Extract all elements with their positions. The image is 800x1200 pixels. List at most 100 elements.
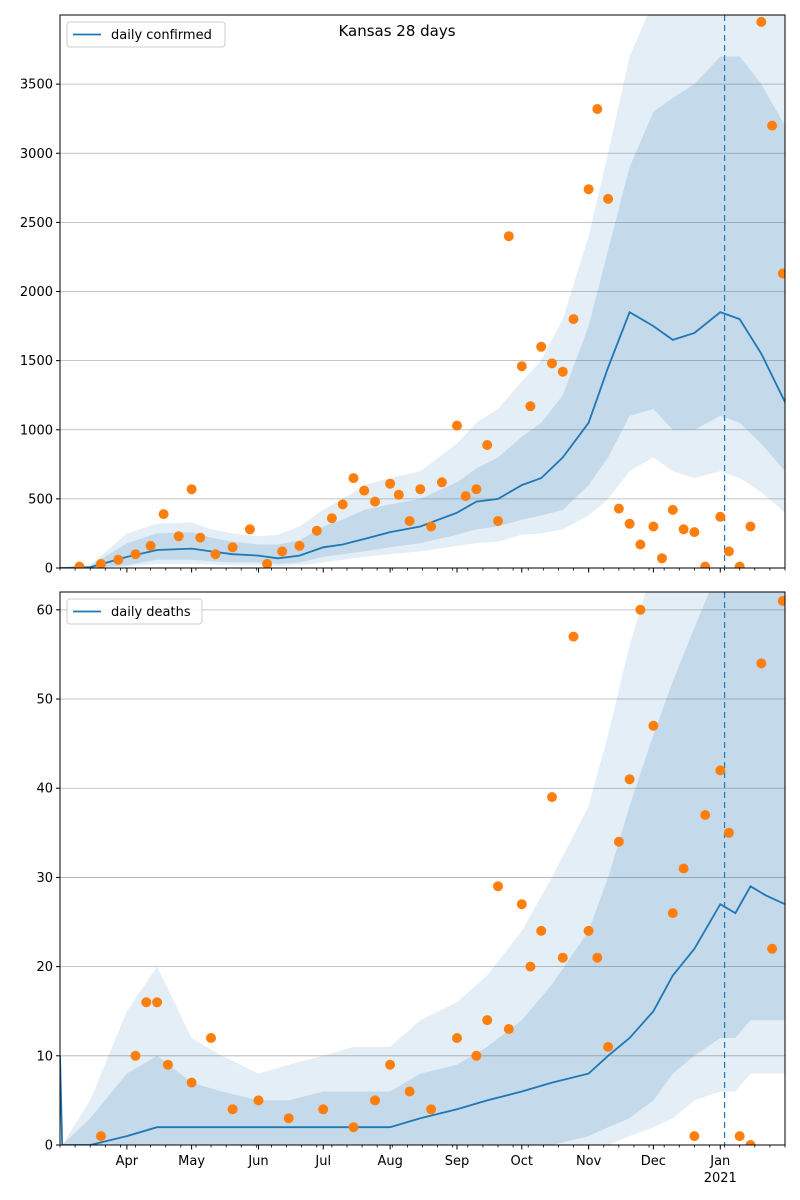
data-point bbox=[525, 961, 536, 972]
x-tick-label: Dec bbox=[641, 1154, 666, 1169]
data-point bbox=[700, 561, 711, 568]
data-point bbox=[568, 314, 579, 325]
uncertainty-band bbox=[60, 15, 785, 568]
data-point bbox=[525, 401, 536, 412]
data-point bbox=[370, 496, 380, 507]
x-tick-label: Apr bbox=[116, 1154, 139, 1169]
data-point bbox=[767, 120, 778, 131]
x-year-label: 2021 bbox=[704, 1171, 737, 1186]
data-point bbox=[311, 525, 322, 536]
data-point bbox=[557, 952, 568, 963]
y-tick-label: 1500 bbox=[20, 354, 53, 369]
data-point bbox=[130, 549, 141, 560]
data-point bbox=[173, 531, 184, 542]
data-point bbox=[592, 104, 603, 114]
data-point bbox=[152, 997, 163, 1008]
data-point bbox=[294, 540, 305, 551]
data-point bbox=[393, 489, 404, 500]
data-point bbox=[158, 509, 169, 520]
data-point bbox=[700, 810, 711, 820]
data-point bbox=[452, 420, 462, 431]
data-point bbox=[482, 1015, 493, 1026]
data-point bbox=[547, 358, 557, 369]
data-point bbox=[415, 484, 426, 495]
data-point bbox=[503, 231, 514, 242]
data-point bbox=[74, 561, 85, 568]
y-tick-label: 50 bbox=[36, 693, 53, 708]
x-tick-label: Aug bbox=[377, 1154, 402, 1169]
data-point bbox=[404, 1086, 415, 1097]
data-point bbox=[678, 524, 689, 535]
data-point bbox=[186, 1077, 197, 1088]
y-tick-label: 60 bbox=[36, 603, 53, 618]
data-point bbox=[745, 1140, 756, 1145]
data-point bbox=[186, 484, 197, 495]
series-line bbox=[60, 310, 785, 568]
uncertainty-band bbox=[60, 56, 785, 568]
data-point bbox=[777, 268, 785, 279]
data-point bbox=[370, 1095, 380, 1106]
uncertainty-band bbox=[60, 592, 785, 1145]
data-point bbox=[583, 184, 594, 195]
data-point bbox=[592, 952, 603, 963]
plot-area bbox=[60, 15, 785, 568]
data-point bbox=[516, 361, 527, 372]
data-point bbox=[113, 554, 124, 565]
data-point bbox=[657, 553, 667, 564]
data-point bbox=[624, 518, 635, 529]
data-point bbox=[648, 521, 659, 532]
data-point bbox=[536, 341, 547, 352]
data-point bbox=[516, 899, 527, 910]
chart-title: Kansas 28 days bbox=[338, 22, 455, 40]
data-point bbox=[613, 836, 624, 847]
y-tick-label: 0 bbox=[45, 1139, 53, 1154]
y-tick-label: 0 bbox=[45, 562, 53, 577]
data-point bbox=[318, 1104, 329, 1115]
uncertainty-band bbox=[60, 592, 785, 1145]
data-point bbox=[734, 1131, 745, 1142]
data-point bbox=[536, 925, 547, 936]
data-point bbox=[689, 527, 700, 538]
series-line bbox=[60, 885, 785, 1145]
legend-box bbox=[66, 598, 203, 625]
data-point bbox=[348, 473, 359, 484]
data-point bbox=[348, 1122, 359, 1133]
plot-area bbox=[60, 592, 785, 1145]
x-tick-label: Jul bbox=[314, 1154, 331, 1169]
data-point bbox=[253, 1095, 264, 1106]
data-point bbox=[227, 542, 238, 553]
data-point bbox=[96, 1131, 106, 1142]
data-point bbox=[745, 521, 756, 532]
legend-label: daily deaths bbox=[111, 605, 191, 620]
data-point bbox=[426, 1104, 437, 1115]
data-point bbox=[635, 539, 646, 550]
data-point bbox=[603, 1041, 614, 1052]
y-tick-label: 3000 bbox=[20, 147, 53, 162]
data-point bbox=[493, 881, 503, 892]
y-tick-label: 40 bbox=[36, 782, 53, 797]
data-point bbox=[635, 604, 646, 615]
y-tick-label: 1000 bbox=[20, 423, 53, 438]
y-tick-label: 2000 bbox=[20, 285, 53, 300]
data-point bbox=[756, 16, 767, 27]
deaths-panel: 0 10 20 30 40 50 60 daily deaths Apr May Jun Jul Aug… bbox=[36, 591, 786, 1186]
x-tick-label: Jun bbox=[247, 1154, 268, 1169]
data-point bbox=[210, 549, 221, 560]
data-point bbox=[326, 513, 337, 524]
data-point bbox=[162, 1059, 173, 1070]
data-point bbox=[678, 863, 689, 874]
data-point bbox=[482, 440, 493, 450]
data-point bbox=[493, 516, 503, 526]
data-point bbox=[227, 1104, 238, 1115]
data-point bbox=[359, 485, 370, 496]
y-tick-label: 2500 bbox=[20, 216, 53, 231]
data-point bbox=[756, 658, 767, 669]
y-tick-label: 500 bbox=[28, 492, 53, 507]
x-tick-label: Jan bbox=[709, 1154, 730, 1169]
data-point bbox=[547, 792, 557, 803]
x-tick-label: Sep bbox=[445, 1154, 470, 1169]
data-point bbox=[557, 366, 568, 377]
y-tick-label: 20 bbox=[36, 960, 53, 975]
data-point bbox=[206, 1033, 216, 1043]
